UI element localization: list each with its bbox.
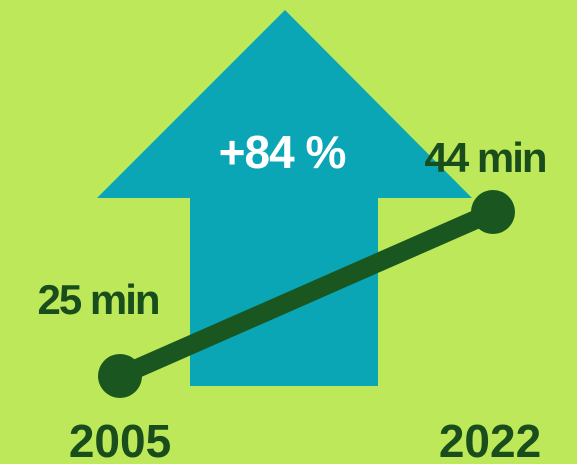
series-line [110, 202, 503, 386]
category-label-2022: 2022 [439, 415, 541, 464]
change-label: +84 % [219, 126, 346, 178]
data-point-2005 [98, 354, 142, 398]
value-label-2022: 44 min [424, 134, 545, 181]
value-label-2005: 25 min [37, 276, 158, 323]
data-point-2022 [471, 190, 515, 234]
increase-arrow-icon [97, 10, 472, 386]
category-label-2005: 2005 [69, 415, 171, 464]
